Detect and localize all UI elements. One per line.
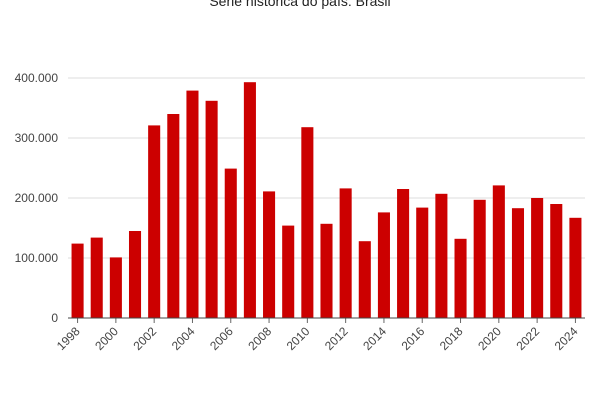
bar-2001 [128,231,142,318]
bar-1998 [71,243,84,318]
x-axis-ticks: 1998 2000 2002 2004 2006 2008 2010 2012 2014 2016… [54,318,581,353]
x-tick-label: 2018 [437,324,466,353]
y-tick-label: 300.000 [15,131,59,145]
bar-2005 [205,100,218,318]
x-tick-label: 2006 [207,324,236,353]
bar-2018 [454,238,467,318]
y-tick-label: 0 [51,311,58,325]
y-tick-label: 400.000 [15,71,59,85]
bar-1999 [90,237,103,318]
x-tick-label: 2010 [284,324,313,353]
x-tick-label: 2020 [475,324,504,353]
x-tick-label: 2008 [245,324,274,353]
x-tick-label: 2024 [552,324,581,353]
bar-2019 [473,199,486,318]
bar-2007 [243,82,256,318]
bar-2009 [282,225,295,318]
bar-2010 [301,127,314,318]
bar-2004 [186,90,199,318]
bar-2020 [492,185,505,318]
bar-2003 [167,114,180,318]
bar-2015 [397,189,410,318]
bar-2000 [109,257,122,318]
bar-2014 [377,212,390,318]
y-tick-label: 200.000 [15,191,59,205]
x-tick-label: 2004 [169,324,198,353]
bar-2023 [550,204,563,318]
x-tick-label: 2016 [399,324,428,353]
x-tick-label: 2022 [513,324,542,353]
x-tick-label: 2002 [131,324,160,353]
x-tick-label: 2012 [322,324,351,353]
y-axis-ticks: 0 100.000 200.000 300.000 400.000 [15,71,59,325]
x-tick-label: 1998 [54,324,83,353]
bar-2008 [263,191,276,318]
y-tick-label: 100.000 [15,251,59,265]
bar-2022 [531,198,544,318]
x-tick-label: 2000 [92,324,121,353]
bars [71,82,582,319]
bar-2024 [569,217,582,318]
bar-2013 [358,241,371,318]
bar-2006 [224,168,237,318]
bar-2011 [320,223,333,318]
bar-2021 [511,208,525,318]
x-tick-label: 2014 [360,324,389,353]
bar-2017 [435,193,448,318]
bar-2016 [416,207,429,318]
bar-2002 [148,125,161,319]
chart-title: Serie histórica do país: Brasil [209,0,391,9]
bar-2012 [339,188,352,318]
